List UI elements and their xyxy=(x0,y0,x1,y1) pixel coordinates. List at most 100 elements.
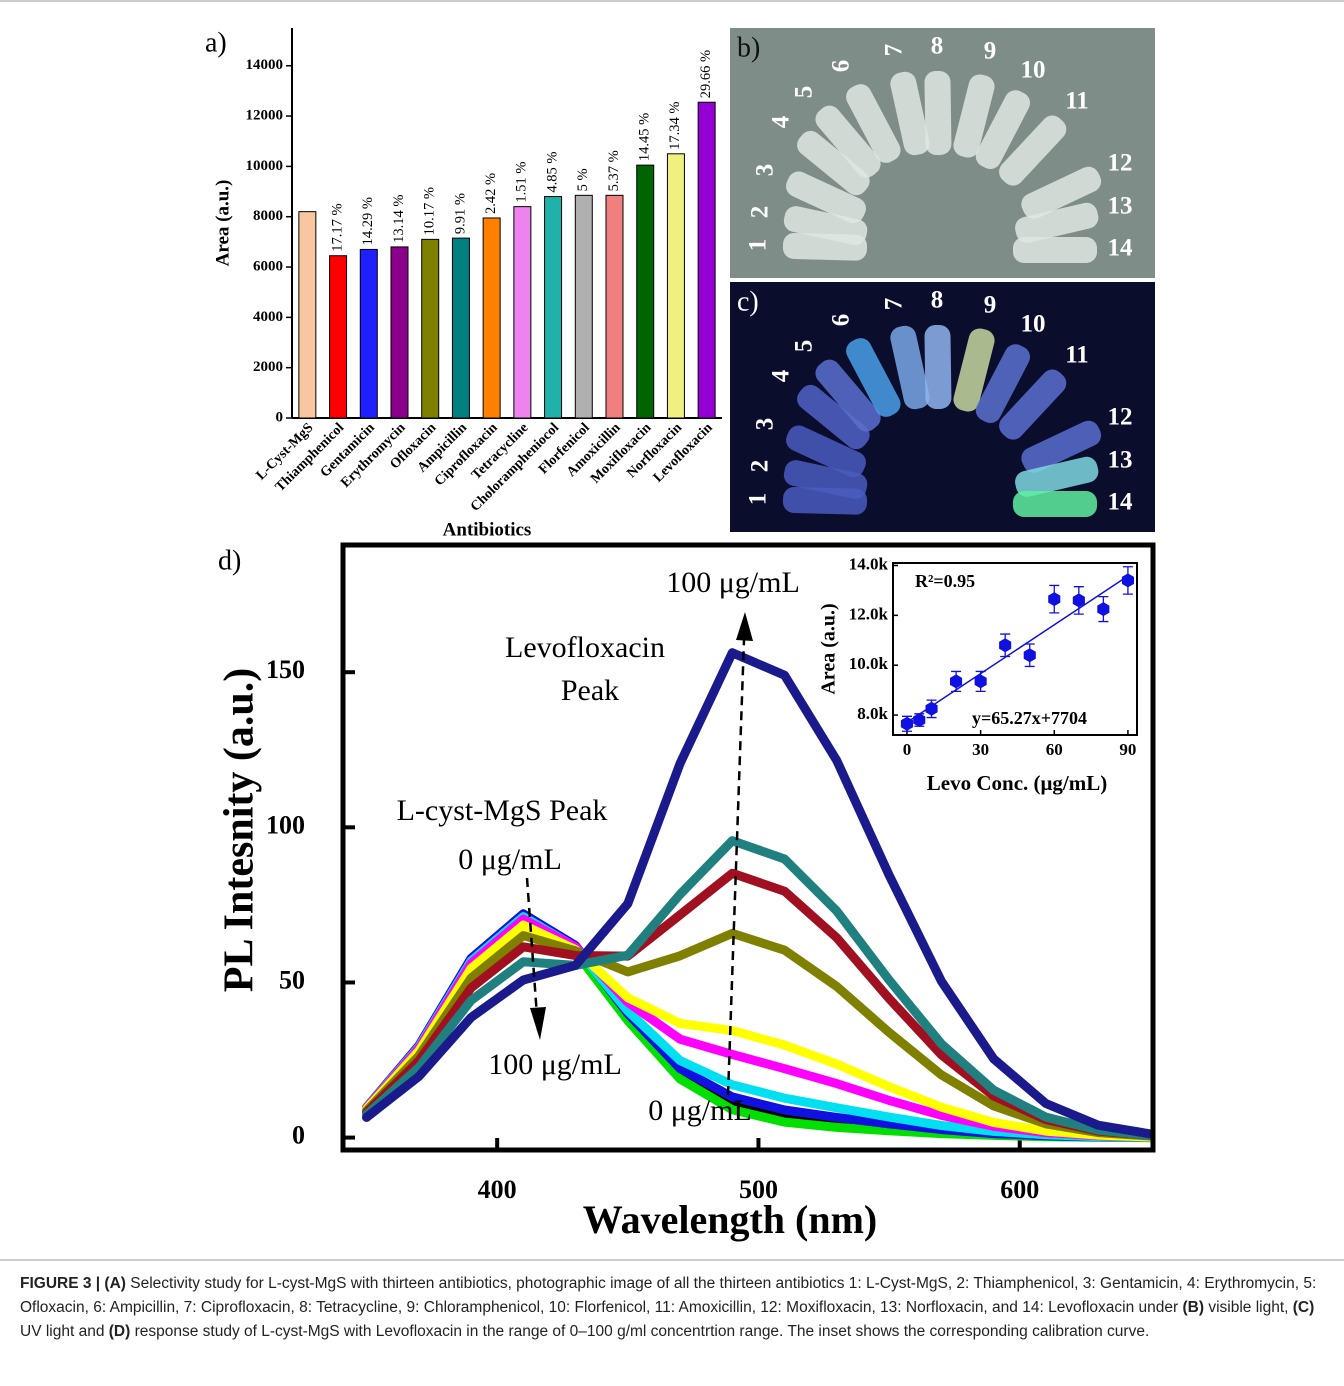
r2-label: R²=0.95 xyxy=(915,571,975,591)
tube-label: 10 xyxy=(1021,57,1046,84)
panel-label: d) xyxy=(218,545,241,576)
tube-label: 2 xyxy=(747,206,774,219)
annotation: L-cyst-MgS Peak xyxy=(397,794,608,827)
tube xyxy=(846,338,901,417)
y-tick-label: 14.0k xyxy=(849,554,889,573)
series-line xyxy=(362,928,1153,1141)
series-line xyxy=(362,836,1153,1140)
caption-text: (D) xyxy=(108,1323,131,1340)
y-tick-label: 100 xyxy=(266,810,305,839)
bar-label: 17.17 % xyxy=(329,203,345,251)
bar xyxy=(329,255,348,419)
bar xyxy=(513,206,532,419)
tube-label: 10 xyxy=(1021,311,1046,338)
tube xyxy=(815,359,881,432)
bar-label: 10.17 % xyxy=(422,187,438,235)
point xyxy=(1097,602,1110,617)
fit-label: y=65.27x+7704 xyxy=(972,708,1087,728)
bar xyxy=(298,211,317,419)
annotation: 0 μg/mL xyxy=(648,1094,752,1127)
bar-label: 2.42 % xyxy=(483,173,499,214)
y-tick-label: 50 xyxy=(279,965,305,994)
bar xyxy=(574,194,593,419)
series-line xyxy=(362,920,1153,1142)
tube xyxy=(924,70,952,156)
x-tick-label: 30 xyxy=(972,740,989,759)
tube xyxy=(999,115,1067,186)
tube-label: 6 xyxy=(828,314,855,327)
point xyxy=(900,716,914,731)
y-tick-label: 8000 xyxy=(253,208,283,224)
tube xyxy=(890,71,930,156)
tube-label: 8 xyxy=(931,33,944,60)
x-tick-label: 500 xyxy=(739,1175,778,1204)
tube xyxy=(797,384,870,450)
tube xyxy=(1013,237,1097,263)
tube-label: 9 xyxy=(984,292,997,319)
point xyxy=(925,701,938,716)
bar xyxy=(605,194,624,419)
bar-label: 5 % xyxy=(575,168,591,191)
bar xyxy=(421,238,440,419)
panel-label: a) xyxy=(205,27,227,58)
fit-line xyxy=(906,575,1129,724)
y-axis-title: PL Intesnity (a.u.) xyxy=(217,668,263,992)
y-tick-label: 0 xyxy=(276,409,284,425)
x-tick-label: 90 xyxy=(1119,740,1136,759)
x-tick-label: 60 xyxy=(1046,740,1063,759)
bar xyxy=(636,164,655,419)
tube xyxy=(1021,420,1102,473)
tube-label: 14 xyxy=(1108,489,1134,516)
tube xyxy=(975,344,1031,424)
annotation: 0 μg/mL xyxy=(458,843,562,876)
tube-label: 4 xyxy=(768,115,795,128)
tube xyxy=(1013,491,1097,517)
tube-label: 13 xyxy=(1108,447,1133,474)
tube-label: 11 xyxy=(1065,88,1089,115)
point xyxy=(950,674,963,689)
y-tick-label: 12000 xyxy=(246,108,284,124)
tube xyxy=(786,425,866,478)
tube-label: 6 xyxy=(828,60,855,73)
bar-label: 5.37 % xyxy=(606,150,622,191)
point xyxy=(913,713,926,727)
caption-text: (C) xyxy=(1292,1299,1315,1316)
x-axis-title: Antibiotics xyxy=(443,519,532,540)
y-tick-label: 14000 xyxy=(246,57,284,73)
y-tick-label: 10000 xyxy=(246,158,284,174)
tube xyxy=(1021,166,1102,219)
tube xyxy=(786,171,866,224)
tube-label: 13 xyxy=(1108,193,1133,220)
bar xyxy=(451,237,470,419)
tube xyxy=(890,325,930,410)
y-tick-label: 12.0k xyxy=(849,604,889,623)
y-tick-label: 2000 xyxy=(253,359,283,375)
bar xyxy=(697,101,716,419)
arrowhead xyxy=(530,1007,546,1040)
y-tick-label: 6000 xyxy=(253,258,283,274)
panel-label: b) xyxy=(737,32,760,63)
tube xyxy=(783,206,868,245)
series-line xyxy=(362,648,1153,1139)
annotation: 100 μg/mL xyxy=(666,566,800,599)
caption-text: Selectivity study for L-cyst-MgS with th… xyxy=(20,1275,1317,1316)
bar-label: 14.45 % xyxy=(637,113,653,161)
tube-label: 1 xyxy=(745,493,772,506)
tube-label: 11 xyxy=(1065,342,1089,369)
point xyxy=(1072,593,1085,608)
panel-label: c) xyxy=(737,286,759,317)
tube-label: 4 xyxy=(768,369,795,382)
x-tick-label: 600 xyxy=(1000,1175,1039,1204)
caption: FIGURE 3 | (A) Selectivity study for L-c… xyxy=(20,1272,1325,1344)
tube-label: 7 xyxy=(881,44,908,57)
bar-label: 4.85 % xyxy=(544,151,560,192)
bar xyxy=(390,246,409,419)
bar-label: 1.51 % xyxy=(514,162,530,203)
tube xyxy=(953,74,995,158)
annotation: 100 μg/mL xyxy=(488,1048,622,1081)
arrowhead xyxy=(736,612,753,641)
point xyxy=(1121,573,1134,588)
tube xyxy=(953,328,995,412)
x-tick-label: 400 xyxy=(478,1175,517,1204)
